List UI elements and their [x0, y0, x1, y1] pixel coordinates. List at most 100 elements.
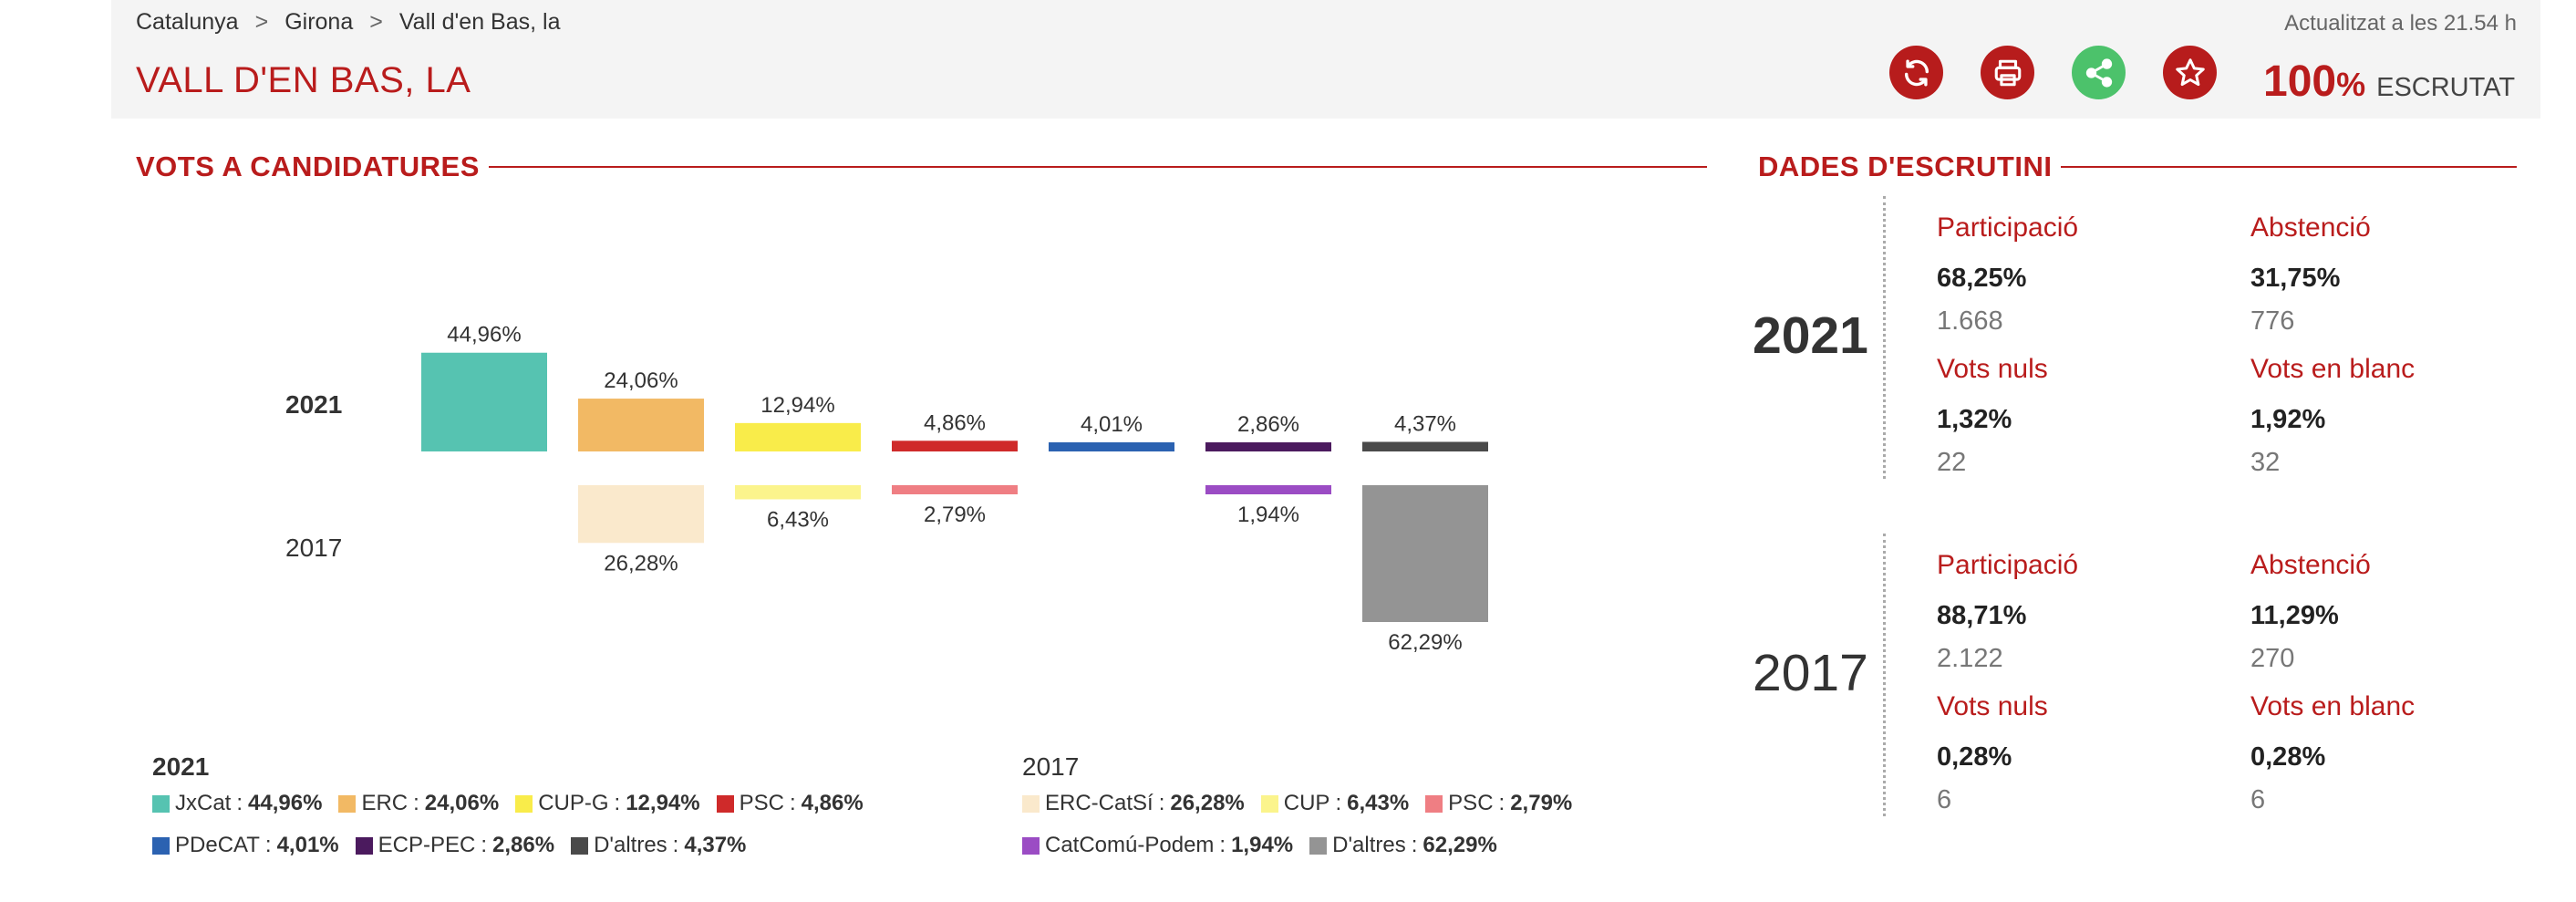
- bar-2017-cup[interactable]: [735, 485, 861, 500]
- stat-label: Vots nuls: [1937, 691, 2048, 721]
- legend-value: 4,37%: [684, 833, 747, 857]
- legend-party: PSC: [739, 791, 784, 815]
- data-label-2017-d-altres: 62,29%: [1388, 630, 1462, 655]
- legend-2021: 2021 JxCat:44,96% ERC:24,06% CUP-G:12,94% P…: [152, 752, 864, 875]
- legend-item-cup-g[interactable]: CUP-G:12,94%: [515, 791, 700, 816]
- stat-count: 270: [2250, 644, 2295, 673]
- scrutiny-stat-nuls: Vots nuls 0,28% 6: [1937, 691, 2048, 815]
- legend-colon: :: [1498, 791, 1505, 815]
- data-label-2021-pdecat: 4,01%: [1081, 412, 1143, 437]
- scrutiny-stat-participacio: Participació 68,25% 1.668: [1937, 213, 2078, 337]
- updated-timestamp: Actualitzat a les 21.54 h: [2284, 11, 2517, 36]
- bar-2021-jxcat[interactable]: [421, 352, 547, 451]
- scrutiny-divider: [1883, 196, 1886, 479]
- legend-colon: :: [1411, 833, 1418, 857]
- scrutiny-stat-abstencio: Abstenció 11,29% 270: [2250, 550, 2371, 674]
- legend-value: 6,43%: [1347, 791, 1410, 815]
- legend-year: 2021: [152, 752, 210, 781]
- legend-item-erc-cats[interactable]: ERC-CatSí:26,28%: [1022, 791, 1245, 816]
- scrutiny-section-title: DADES D'ESCRUTINI: [1758, 150, 2518, 183]
- bar-2021-d-altres[interactable]: [1362, 441, 1488, 451]
- legend-item-psc[interactable]: PSC:4,86%: [716, 791, 864, 816]
- legend-item-ecp-pec[interactable]: ECP-PEC:2,86%: [355, 833, 555, 858]
- legend-year: 2017: [1022, 752, 1080, 781]
- stat-percent: 0,28%: [2250, 742, 2326, 772]
- legend-colon: :: [614, 791, 621, 815]
- data-label-2021-d-altres: 4,37%: [1394, 411, 1456, 436]
- bar-2021-erc[interactable]: [578, 399, 704, 451]
- legend-item-d-altres[interactable]: D'altres:62,29%: [1309, 833, 1497, 858]
- refresh-icon: [1904, 59, 1929, 86]
- legend-item-d-altres[interactable]: D'altres:4,37%: [571, 833, 746, 858]
- bar-2021-pdecat[interactable]: [1049, 442, 1174, 451]
- stat-percent: 11,29%: [2250, 601, 2339, 630]
- legend-party: ECP-PEC: [378, 833, 476, 857]
- legend-item-jxcat[interactable]: JxCat:44,96%: [152, 791, 322, 816]
- legend-item-psc[interactable]: PSC:2,79%: [1425, 791, 1572, 816]
- bar-2021-psc[interactable]: [892, 441, 1018, 451]
- stat-label: Participació: [1937, 550, 2079, 580]
- stat-label: Participació: [1937, 213, 2079, 243]
- legend-swatch: [515, 794, 533, 813]
- legend-value: 4,01%: [276, 833, 339, 857]
- scrutiny-divider: [1883, 534, 1886, 816]
- stat-label: Vots en blanc: [2250, 354, 2416, 384]
- stat-percent: 0,28%: [1937, 742, 2012, 772]
- legend-party: CUP: [1283, 791, 1330, 815]
- legend-value: 24,06%: [424, 791, 500, 815]
- legend-party: JxCat: [175, 791, 232, 815]
- favorite-button[interactable]: [2163, 46, 2217, 99]
- legend-party: CUP-G: [538, 791, 609, 815]
- data-label-2017-psc: 2,79%: [924, 503, 986, 527]
- stat-count: 22: [1937, 448, 1967, 477]
- print-button[interactable]: [1981, 46, 2034, 99]
- escrutat-value: 100%: [2263, 57, 2366, 106]
- bar-2017-d-altres[interactable]: [1362, 485, 1488, 622]
- breadcrumb: Catalunya > Girona > Vall d'en Bas, la: [136, 9, 560, 36]
- votes-chart: 44,96% 24,06% 12,94% 4,86% 4,01% 2,86% 4,37% 26…: [421, 323, 1488, 655]
- stat-count: 2.122: [1937, 644, 2003, 673]
- bar-2017-catcom-podem[interactable]: [1205, 485, 1331, 494]
- section-rule: [2061, 166, 2518, 168]
- bar-2017-psc[interactable]: [892, 485, 1018, 494]
- share-button[interactable]: [2072, 46, 2126, 99]
- stat-label: Vots en blanc: [2250, 691, 2416, 721]
- bar-2021-cup-g[interactable]: [735, 422, 861, 451]
- data-label-2021-psc: 4,86%: [924, 410, 986, 435]
- legend-item-catcom-podem[interactable]: CatComú-Podem:1,94%: [1022, 833, 1293, 858]
- action-bar: [1889, 46, 2217, 99]
- bar-2021-ecp-pec[interactable]: [1205, 442, 1331, 451]
- breadcrumb-item-catalunya[interactable]: Catalunya: [136, 9, 239, 35]
- scrutiny-stat-abstencio: Abstenció 31,75% 776: [2250, 213, 2371, 337]
- stat-count: 32: [2250, 448, 2281, 477]
- legend-item-pdecat[interactable]: PDeCAT:4,01%: [152, 833, 339, 858]
- legend-colon: :: [1219, 833, 1226, 857]
- data-label-2017-catcom-podem: 1,94%: [1237, 503, 1299, 527]
- legend-swatch: [1425, 794, 1443, 813]
- legend-colon: :: [789, 791, 796, 815]
- legend-swatch: [338, 794, 357, 813]
- breadcrumb-item-current: Vall d'en Bas, la: [398, 9, 561, 35]
- legend-colon: :: [264, 833, 272, 857]
- refresh-button[interactable]: [1889, 46, 1943, 99]
- stat-percent: 88,71%: [1937, 601, 2027, 630]
- scrutiny-stat-blanc: Vots en blanc 1,92% 32: [2250, 354, 2415, 478]
- legend-swatch: [1022, 836, 1040, 855]
- stat-count: 6: [2250, 785, 2266, 814]
- legend-item-erc[interactable]: ERC:24,06%: [338, 791, 499, 816]
- legend-item-cup[interactable]: CUP:6,43%: [1260, 791, 1410, 816]
- legend-value: 2,86%: [492, 833, 555, 857]
- legend-value: 44,96%: [248, 791, 323, 815]
- data-label-2021-jxcat: 44,96%: [447, 323, 521, 347]
- bar-2017-erc-cats[interactable]: [578, 485, 704, 544]
- legend-colon: :: [1335, 791, 1342, 815]
- page-title: VALL D'EN BAS, LA: [136, 60, 471, 100]
- legend-swatch: [571, 836, 589, 855]
- legend-row: ERC-CatSí:26,28% CUP:6,43% PSC:2,79%: [1022, 791, 1572, 816]
- chart-year-label-2017: 2017: [285, 534, 343, 562]
- legend-colon: :: [672, 833, 679, 857]
- breadcrumb-item-girona[interactable]: Girona: [284, 9, 354, 35]
- stat-label: Vots nuls: [1937, 354, 2048, 384]
- data-label-2021-erc: 24,06%: [604, 368, 678, 393]
- scrutiny-year: 2021: [1753, 306, 1868, 365]
